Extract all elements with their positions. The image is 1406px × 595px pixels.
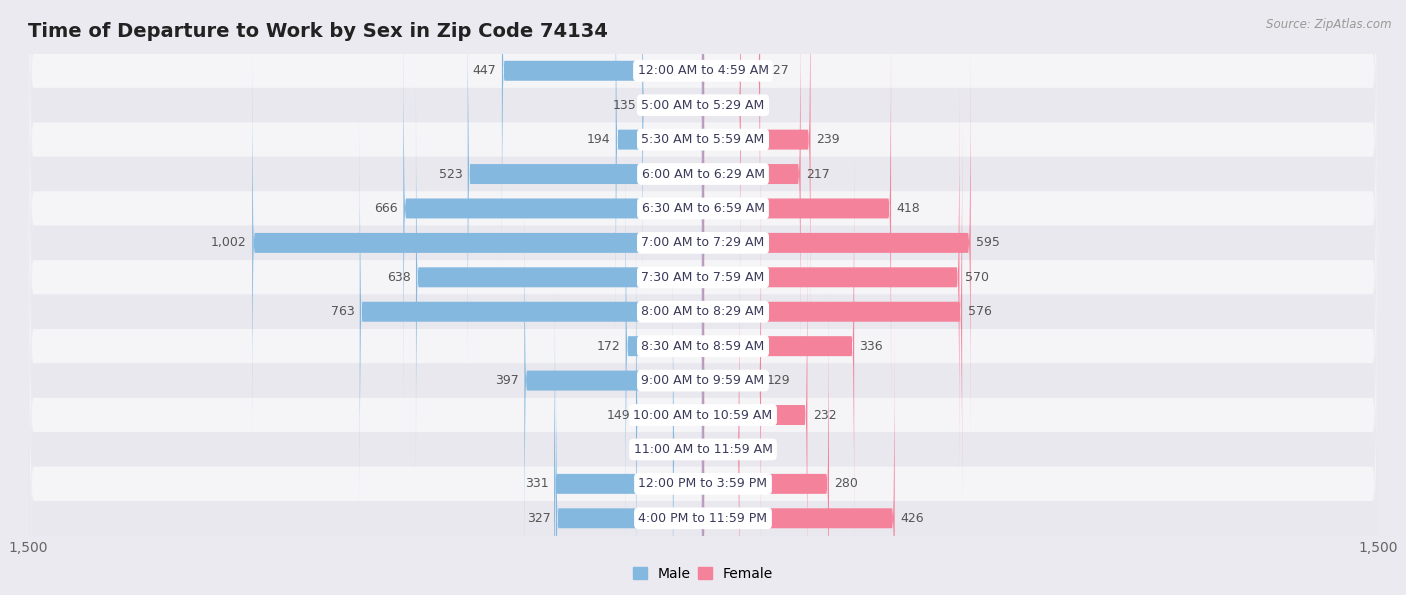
- Text: 232: 232: [813, 409, 837, 421]
- FancyBboxPatch shape: [555, 322, 703, 595]
- Text: 127: 127: [765, 64, 789, 77]
- FancyBboxPatch shape: [28, 0, 1378, 595]
- FancyBboxPatch shape: [28, 54, 1378, 595]
- FancyBboxPatch shape: [616, 0, 703, 336]
- Text: 6:30 AM to 6:59 AM: 6:30 AM to 6:59 AM: [641, 202, 765, 215]
- FancyBboxPatch shape: [28, 0, 1378, 595]
- FancyBboxPatch shape: [28, 88, 1378, 595]
- FancyBboxPatch shape: [28, 0, 1378, 595]
- FancyBboxPatch shape: [673, 253, 703, 595]
- Text: 12:00 PM to 3:59 PM: 12:00 PM to 3:59 PM: [638, 477, 768, 490]
- FancyBboxPatch shape: [28, 123, 1378, 595]
- Text: Time of Departure to Work by Sex in Zip Code 74134: Time of Departure to Work by Sex in Zip …: [28, 22, 607, 41]
- FancyBboxPatch shape: [524, 184, 703, 577]
- FancyBboxPatch shape: [703, 287, 830, 595]
- Text: 418: 418: [897, 202, 920, 215]
- Text: 576: 576: [967, 305, 991, 318]
- FancyBboxPatch shape: [468, 0, 703, 371]
- Text: 595: 595: [976, 236, 1000, 249]
- Text: 239: 239: [815, 133, 839, 146]
- Text: 217: 217: [806, 168, 830, 180]
- Text: 280: 280: [834, 477, 858, 490]
- Text: 447: 447: [472, 64, 496, 77]
- Text: 172: 172: [596, 340, 620, 353]
- FancyBboxPatch shape: [643, 0, 703, 302]
- Text: 149: 149: [607, 409, 630, 421]
- Text: 67: 67: [651, 443, 668, 456]
- Text: 11:00 AM to 11:59 AM: 11:00 AM to 11:59 AM: [634, 443, 772, 456]
- FancyBboxPatch shape: [28, 0, 1378, 595]
- FancyBboxPatch shape: [28, 0, 1378, 570]
- FancyBboxPatch shape: [28, 0, 1378, 595]
- FancyBboxPatch shape: [703, 218, 807, 595]
- Text: 426: 426: [900, 512, 924, 525]
- FancyBboxPatch shape: [703, 0, 810, 336]
- FancyBboxPatch shape: [404, 12, 703, 405]
- Text: 7:30 AM to 7:59 AM: 7:30 AM to 7:59 AM: [641, 271, 765, 284]
- FancyBboxPatch shape: [28, 0, 1378, 595]
- Legend: Male, Female: Male, Female: [627, 561, 779, 587]
- Text: 194: 194: [586, 133, 610, 146]
- Text: 84: 84: [747, 99, 762, 112]
- Text: 8:00 AM to 8:29 AM: 8:00 AM to 8:29 AM: [641, 305, 765, 318]
- FancyBboxPatch shape: [703, 0, 741, 302]
- Text: 5:00 AM to 5:29 AM: 5:00 AM to 5:29 AM: [641, 99, 765, 112]
- Text: 5:30 AM to 5:59 AM: 5:30 AM to 5:59 AM: [641, 133, 765, 146]
- FancyBboxPatch shape: [703, 0, 800, 371]
- Text: 9:00 AM to 9:59 AM: 9:00 AM to 9:59 AM: [641, 374, 765, 387]
- FancyBboxPatch shape: [416, 81, 703, 474]
- FancyBboxPatch shape: [636, 218, 703, 595]
- Text: Source: ZipAtlas.com: Source: ZipAtlas.com: [1267, 18, 1392, 31]
- Text: 523: 523: [439, 168, 463, 180]
- Text: 570: 570: [965, 271, 988, 284]
- Text: 1,002: 1,002: [211, 236, 247, 249]
- FancyBboxPatch shape: [703, 12, 891, 405]
- Text: 666: 666: [374, 202, 398, 215]
- FancyBboxPatch shape: [703, 81, 959, 474]
- Text: 7:00 AM to 7:29 AM: 7:00 AM to 7:29 AM: [641, 236, 765, 249]
- Text: 763: 763: [330, 305, 354, 318]
- FancyBboxPatch shape: [703, 115, 962, 508]
- FancyBboxPatch shape: [703, 0, 761, 267]
- FancyBboxPatch shape: [703, 322, 894, 595]
- Text: 6:00 AM to 6:29 AM: 6:00 AM to 6:29 AM: [641, 168, 765, 180]
- FancyBboxPatch shape: [626, 149, 703, 543]
- FancyBboxPatch shape: [502, 0, 703, 267]
- FancyBboxPatch shape: [28, 0, 1378, 466]
- Text: 10:00 AM to 10:59 AM: 10:00 AM to 10:59 AM: [634, 409, 772, 421]
- FancyBboxPatch shape: [703, 184, 761, 577]
- Text: 638: 638: [387, 271, 411, 284]
- FancyBboxPatch shape: [360, 115, 703, 508]
- Text: 135: 135: [613, 99, 637, 112]
- FancyBboxPatch shape: [554, 287, 703, 595]
- FancyBboxPatch shape: [28, 0, 1378, 536]
- FancyBboxPatch shape: [703, 149, 855, 543]
- FancyBboxPatch shape: [703, 46, 970, 440]
- FancyBboxPatch shape: [28, 19, 1378, 595]
- Text: 331: 331: [524, 477, 548, 490]
- Text: 336: 336: [859, 340, 883, 353]
- Text: 8:30 AM to 8:59 AM: 8:30 AM to 8:59 AM: [641, 340, 765, 353]
- Text: 12:00 AM to 4:59 AM: 12:00 AM to 4:59 AM: [637, 64, 769, 77]
- Text: 129: 129: [766, 374, 790, 387]
- Text: 327: 327: [527, 512, 551, 525]
- FancyBboxPatch shape: [28, 0, 1378, 501]
- FancyBboxPatch shape: [703, 253, 740, 595]
- Text: 81: 81: [745, 443, 761, 456]
- FancyBboxPatch shape: [252, 46, 703, 440]
- Text: 397: 397: [495, 374, 519, 387]
- Text: 4:00 PM to 11:59 PM: 4:00 PM to 11:59 PM: [638, 512, 768, 525]
